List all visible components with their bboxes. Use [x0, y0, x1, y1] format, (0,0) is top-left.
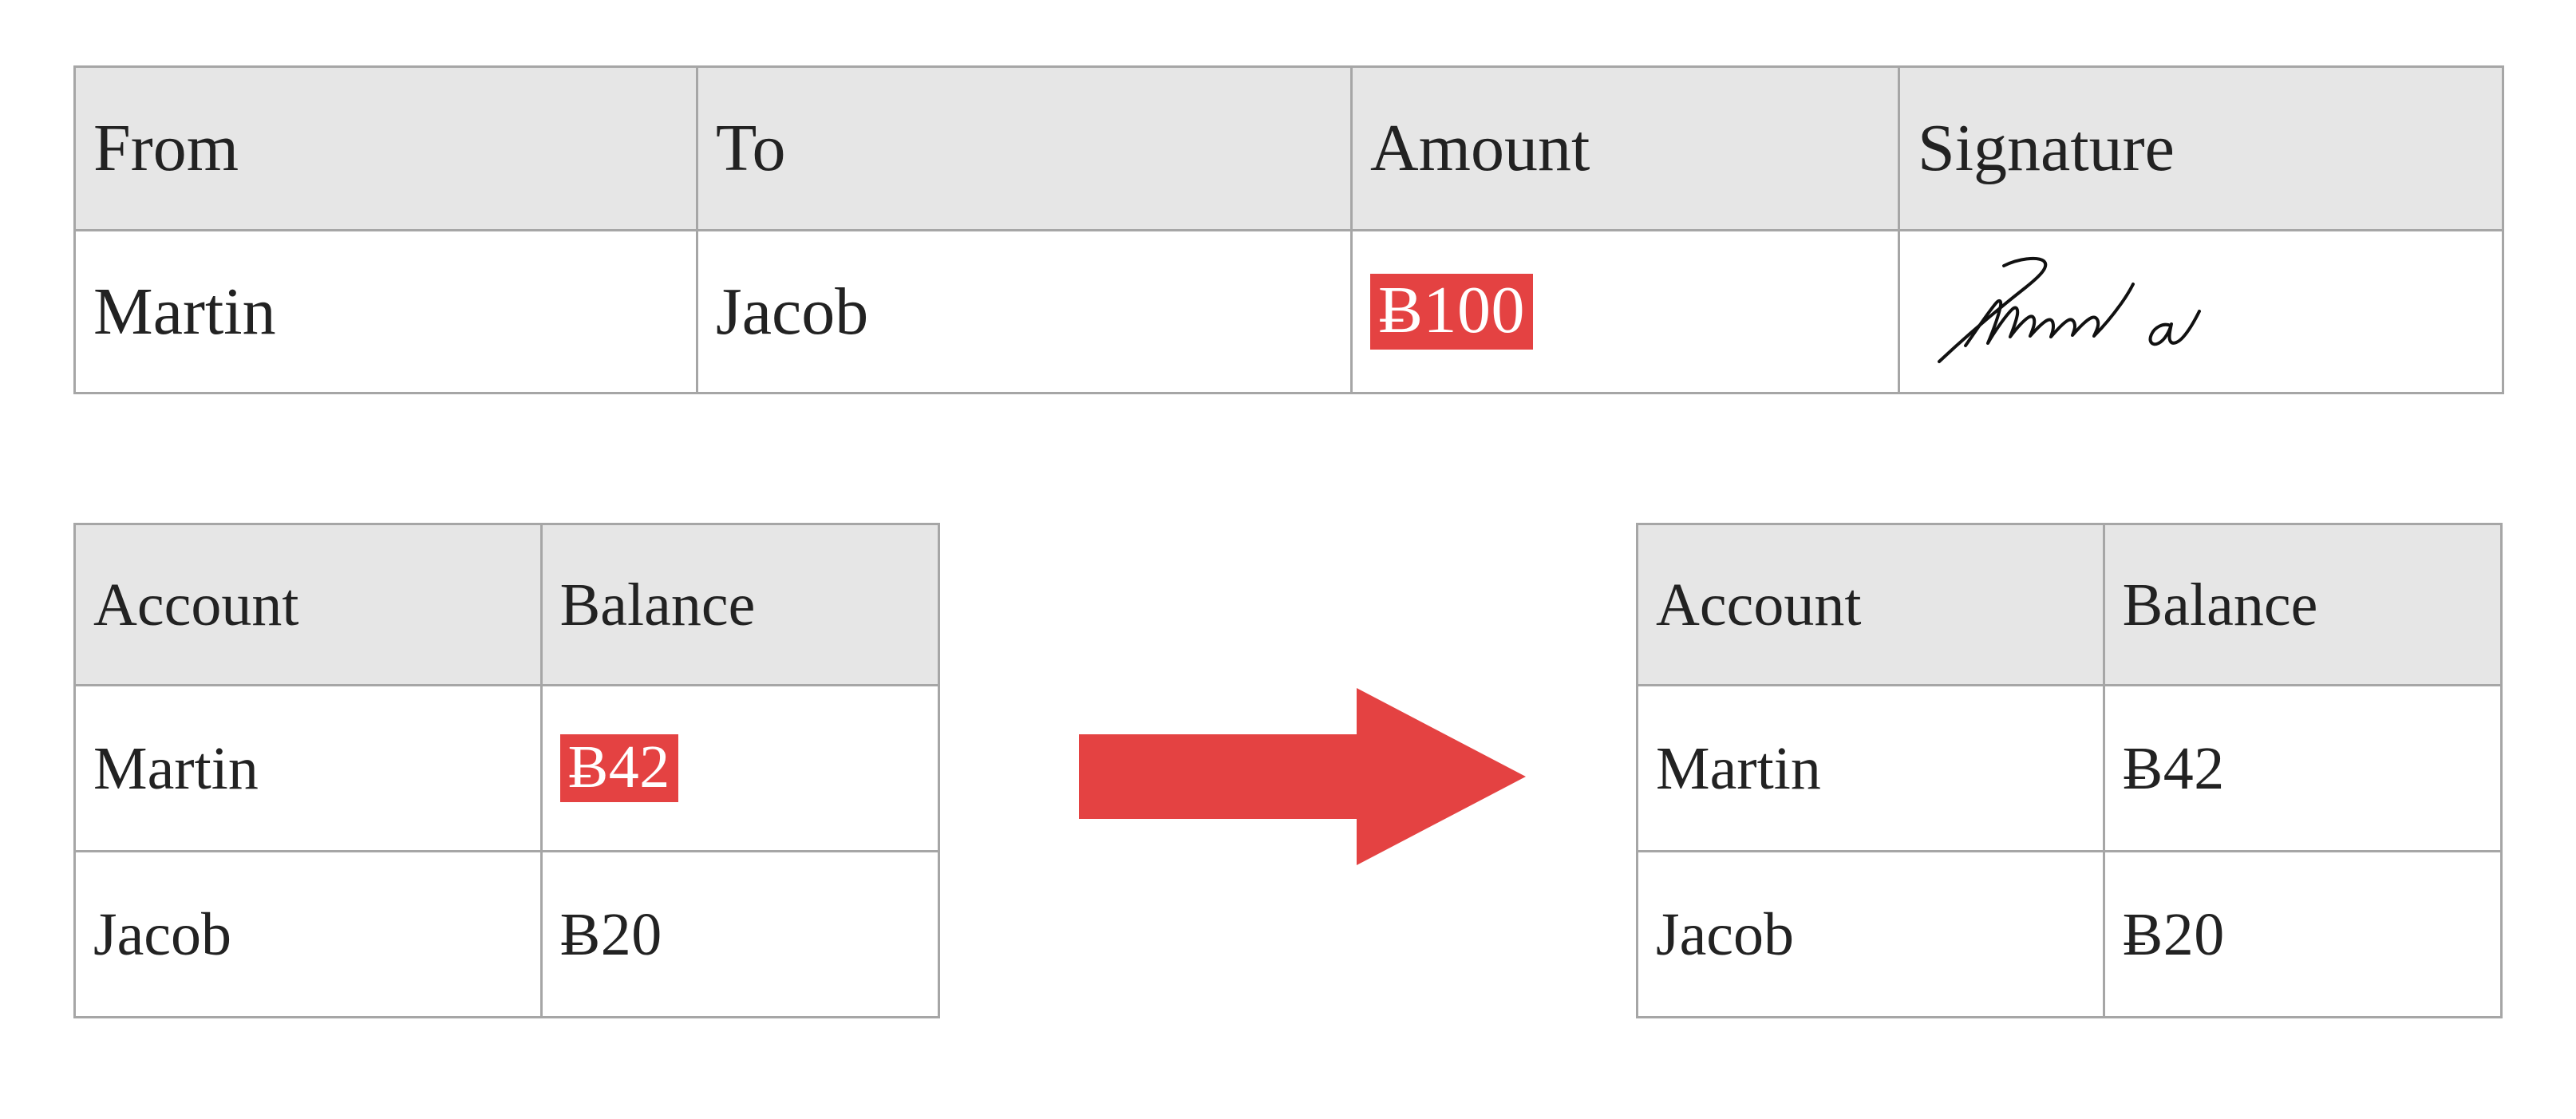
cell-account: Jacob	[1636, 850, 2105, 1018]
column-header-amount: Amount	[1350, 65, 1900, 231]
balances-after-head: Account Balance	[1636, 523, 2503, 686]
column-header-account: Account	[73, 523, 543, 686]
table-row: Jacob Ƀ20	[73, 850, 941, 1018]
table-header-row: From To Amount Signature	[73, 65, 2504, 231]
transaction-table-body: Martin Jacob Ƀ100	[73, 229, 2504, 394]
amount-highlighted-value: Ƀ100	[1370, 274, 1534, 350]
balances-before-body: Martin Ƀ42 Jacob Ƀ20	[73, 684, 941, 1018]
balance-highlighted-value: Ƀ42	[559, 733, 678, 803]
right-arrow-icon	[1079, 688, 1526, 865]
table-header-row: Account Balance	[1636, 523, 2503, 686]
cell-balance: Ƀ42	[2102, 684, 2503, 852]
handwritten-signature-icon	[1938, 256, 2201, 363]
column-header-from: From	[73, 65, 698, 231]
cell-balance: Ƀ42	[539, 684, 941, 852]
table-row: Martin Ƀ42	[73, 684, 941, 852]
column-header-balance: Balance	[539, 523, 941, 686]
balance-value: Ƀ20	[2122, 900, 2225, 968]
cell-balance: Ƀ20	[2102, 850, 2503, 1018]
cell-balance: Ƀ20	[539, 850, 941, 1018]
balances-before-head: Account Balance	[73, 523, 941, 686]
transaction-table-head: From To Amount Signature	[73, 65, 2504, 231]
table-row: Martin Ƀ42	[1636, 684, 2503, 852]
balances-after-table: Account Balance Martin Ƀ42 Jacob Ƀ20	[1636, 523, 2503, 1018]
table-row: Martin Jacob Ƀ100	[73, 229, 2504, 394]
cell-account: Martin	[1636, 684, 2105, 852]
column-header-account: Account	[1636, 523, 2105, 686]
transaction-table: From To Amount Signature Martin Jacob Ƀ1…	[73, 65, 2504, 394]
column-header-signature: Signature	[1898, 65, 2504, 231]
cell-from: Martin	[73, 229, 698, 394]
column-header-balance: Balance	[2102, 523, 2503, 686]
cell-account: Martin	[73, 684, 543, 852]
balance-value: Ƀ20	[559, 900, 662, 968]
cell-signature	[1898, 229, 2504, 394]
balances-before-table: Account Balance Martin Ƀ42 Jacob Ƀ20	[73, 523, 941, 1018]
cell-to: Jacob	[696, 229, 1353, 394]
table-row: Jacob Ƀ20	[1636, 850, 2503, 1018]
cell-account: Jacob	[73, 850, 543, 1018]
column-header-to: To	[696, 65, 1353, 231]
cell-amount: Ƀ100	[1350, 229, 1900, 394]
balances-after-body: Martin Ƀ42 Jacob Ƀ20	[1636, 684, 2503, 1018]
table-header-row: Account Balance	[73, 523, 941, 686]
balance-value: Ƀ42	[2122, 734, 2225, 802]
